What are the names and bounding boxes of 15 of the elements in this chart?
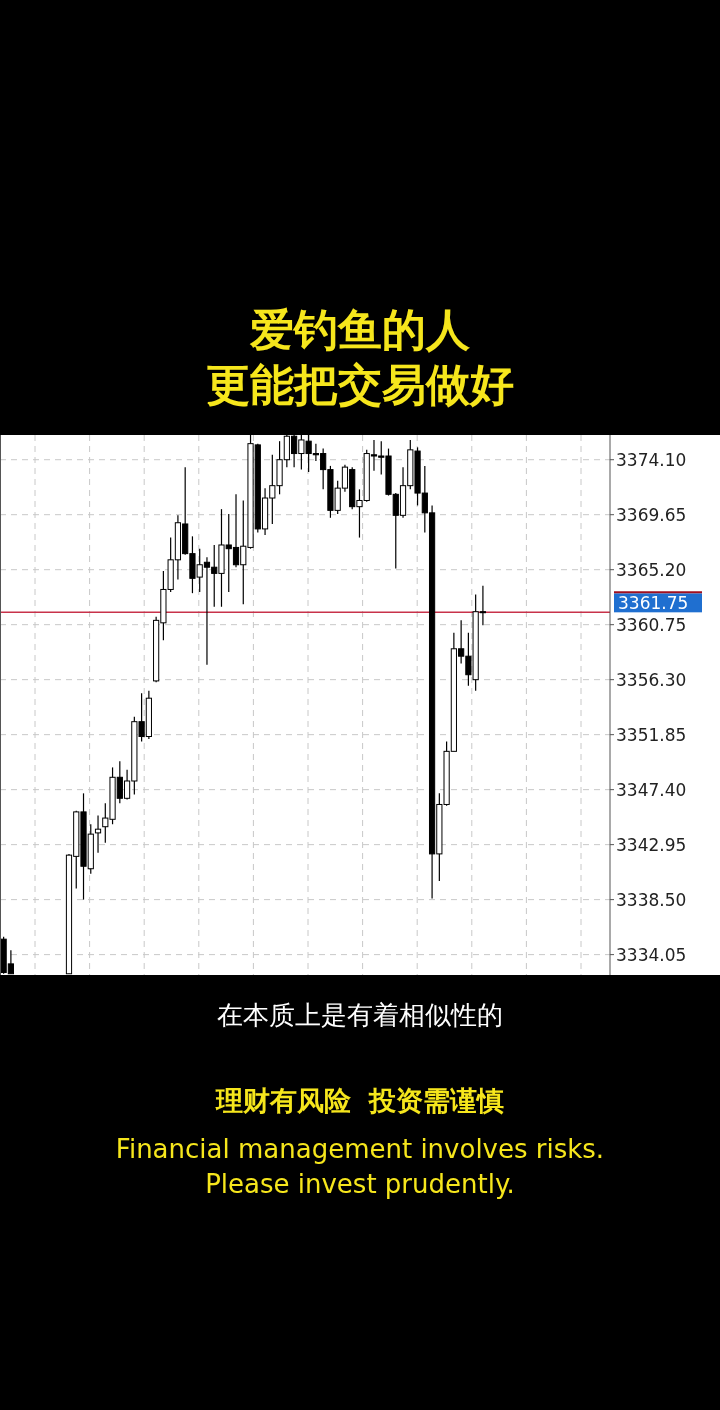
y-tick-label: 3334.05 <box>616 944 687 965</box>
y-tick-label: 3360.75 <box>616 614 687 635</box>
y-tick-label: 3347.40 <box>616 779 687 800</box>
y-tick-label: 3374.10 <box>616 449 687 470</box>
y-tick-label: 3342.95 <box>616 834 687 855</box>
y-tick-label: 3356.30 <box>616 669 687 690</box>
y-tick-label: 3369.65 <box>616 504 687 525</box>
y-tick-label: 3351.85 <box>616 724 687 745</box>
y-tick-label: 3338.50 <box>616 889 687 910</box>
text: Financial management involves risks. Please invest prudently. <box>115 1134 605 1199</box>
y-tick-label: 3365.20 <box>616 559 687 580</box>
text: 理财有风险 投资需谨慎 <box>214 1085 505 1116</box>
text: 在本质上是有着相似性的 <box>217 1000 503 1030</box>
chart-title: 爱钓鱼的人更能把交易做好 <box>206 304 514 410</box>
ref-line-label: 3361.75 <box>618 592 689 613</box>
